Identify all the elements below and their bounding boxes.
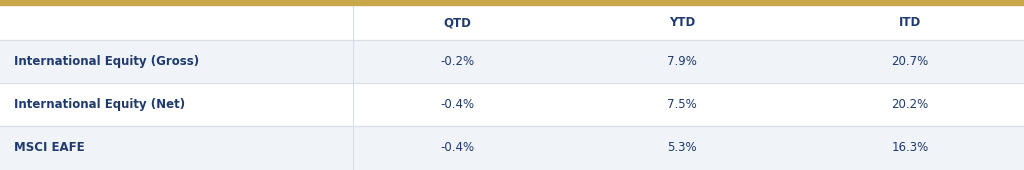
Bar — [0, 83, 1024, 126]
Bar — [0, 40, 1024, 83]
Text: 16.3%: 16.3% — [891, 141, 929, 154]
Text: -0.4%: -0.4% — [440, 98, 474, 111]
Text: ITD: ITD — [899, 16, 922, 29]
Bar — [0, 126, 1024, 169]
Text: YTD: YTD — [669, 16, 695, 29]
Text: 20.2%: 20.2% — [891, 98, 929, 111]
Bar — [0, 5, 1024, 40]
Text: MSCI EAFE: MSCI EAFE — [14, 141, 85, 154]
Text: International Equity (Gross): International Equity (Gross) — [14, 55, 200, 68]
Text: 7.9%: 7.9% — [667, 55, 697, 68]
Text: 7.5%: 7.5% — [667, 98, 696, 111]
Text: -0.2%: -0.2% — [440, 55, 474, 68]
Text: 5.3%: 5.3% — [667, 141, 696, 154]
Bar — [0, 0, 1024, 5]
Text: International Equity (Net): International Equity (Net) — [14, 98, 185, 111]
Text: 20.7%: 20.7% — [891, 55, 929, 68]
Text: QTD: QTD — [443, 16, 471, 29]
Text: -0.4%: -0.4% — [440, 141, 474, 154]
